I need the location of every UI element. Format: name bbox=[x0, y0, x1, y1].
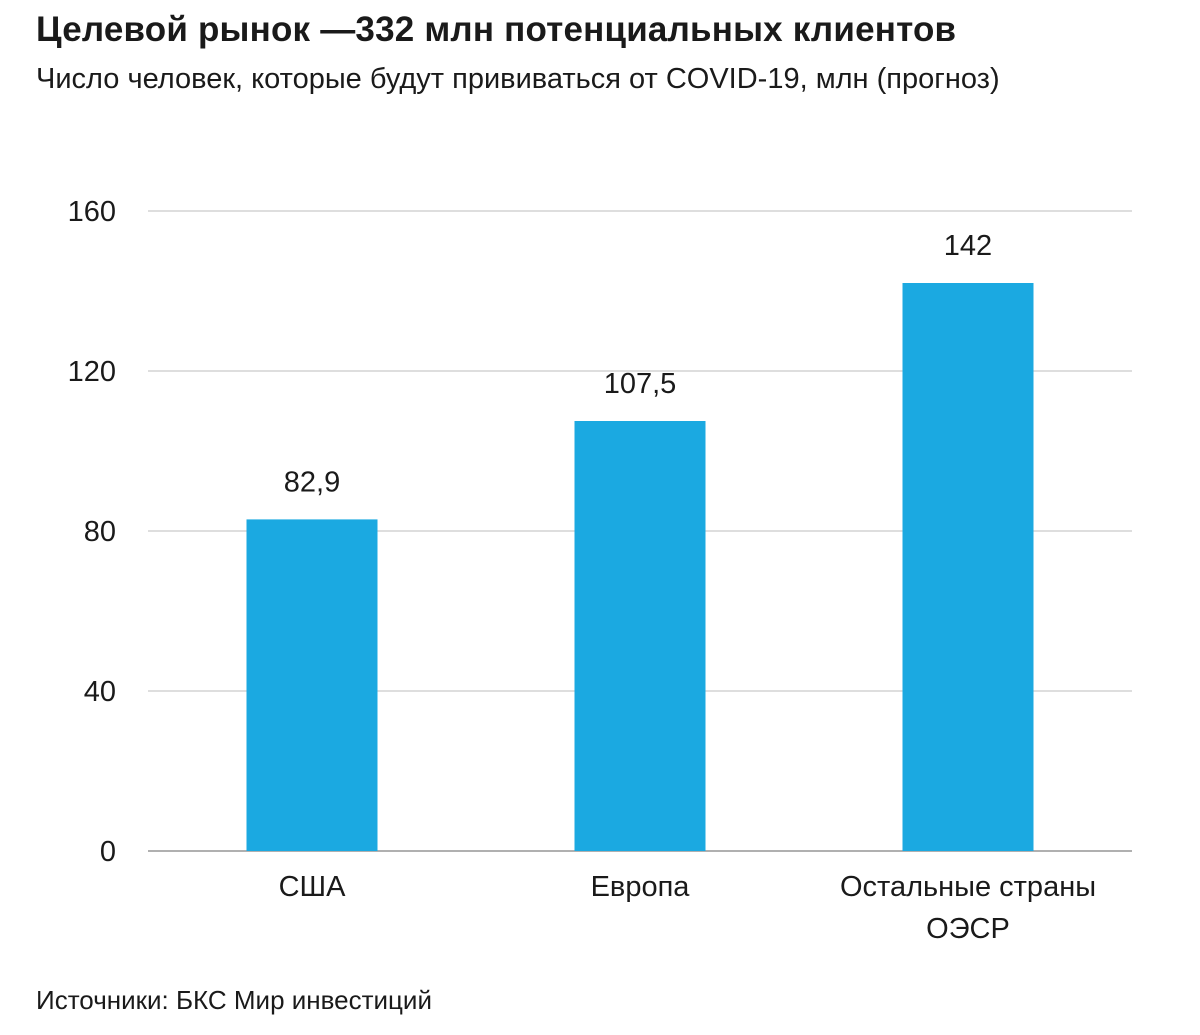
data-label: 107,5 bbox=[604, 368, 677, 400]
bars bbox=[246, 283, 1034, 851]
source-note: Источники: БКС Мир инвестиций bbox=[36, 985, 432, 1015]
y-tick-label: 80 bbox=[84, 516, 116, 548]
chart-subtitle: Число человек, которые будут прививаться… bbox=[36, 63, 1000, 95]
y-tick-labels: 0 40 80 120 160 bbox=[68, 196, 116, 868]
x-tick-label: ОЭСР bbox=[926, 913, 1010, 945]
x-tick-labels: США Европа Остальные страны ОЭСР bbox=[279, 871, 1097, 945]
x-tick-label: Европа bbox=[591, 871, 691, 903]
y-tick-label: 40 bbox=[84, 676, 116, 708]
data-label: 142 bbox=[944, 230, 992, 262]
data-labels: 82,9 107,5 142 bbox=[284, 230, 992, 498]
bar bbox=[246, 519, 378, 851]
x-tick-label: США bbox=[279, 871, 347, 903]
data-label: 82,9 bbox=[284, 466, 340, 498]
bar bbox=[902, 283, 1034, 851]
bar bbox=[574, 421, 706, 851]
x-tick-label: Остальные страны bbox=[840, 871, 1096, 903]
chart-title: Целевой рынок —332 млн потенциальных кли… bbox=[36, 10, 957, 49]
y-tick-label: 160 bbox=[68, 196, 116, 228]
y-tick-label: 120 bbox=[68, 356, 116, 388]
y-tick-label: 0 bbox=[100, 836, 116, 868]
